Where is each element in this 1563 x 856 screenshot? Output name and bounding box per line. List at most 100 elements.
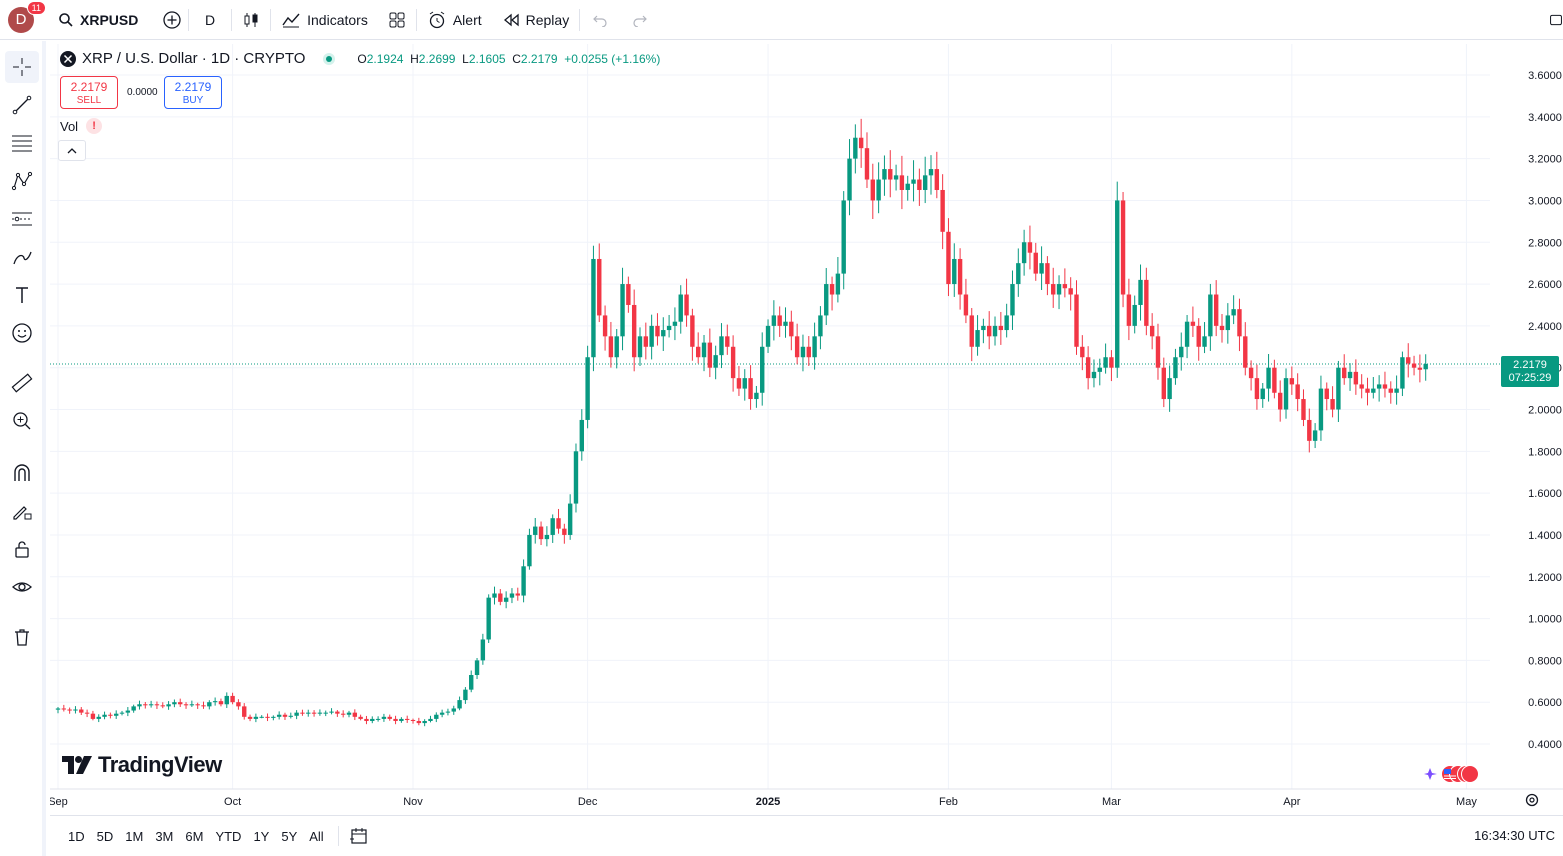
range-5y[interactable]: 5Y [281, 828, 298, 844]
layouts-button[interactable] [378, 0, 416, 40]
candle-body [870, 179, 875, 201]
indicators-button[interactable]: Indicators [271, 0, 378, 40]
candle-body [1109, 357, 1114, 368]
unlock-icon [15, 541, 29, 558]
compare-button[interactable] [156, 0, 188, 40]
candle-body [562, 528, 567, 535]
measure-tool[interactable] [5, 367, 39, 399]
hide-drawings-tool[interactable] [5, 571, 39, 603]
range-6m[interactable]: 6M [185, 828, 204, 844]
date-range-group: 1D 5D 1M 3M 6M YTD 1Y 5Y All [50, 826, 369, 846]
candle-body [1243, 336, 1248, 368]
symbol-search-button[interactable]: XRPUSD [48, 0, 156, 40]
events-flags-icon[interactable] [1424, 764, 1480, 784]
candle-body [358, 716, 363, 719]
candle-body [108, 714, 113, 716]
chart-legend: XRP / U.S. Dollar · 1D · CRYPTO O2.1924 … [60, 50, 660, 67]
candle-body [1295, 384, 1300, 400]
lock-drawings-tool[interactable] [5, 533, 39, 565]
candle-body [137, 704, 142, 707]
price-chart[interactable]: 3.6000 3.4000 3.2000 3.0000 2.8000 2.6000 2.40… [50, 44, 1563, 812]
candle-body [1394, 388, 1399, 393]
tradingview-logo[interactable]: TradingView [62, 752, 222, 778]
time-tick-label: Sep [50, 796, 68, 808]
pattern-icon [11, 171, 33, 191]
warning-icon[interactable]: ! [86, 118, 103, 134]
user-avatar[interactable]: D 11 [8, 0, 46, 33]
remove-drawings-tool[interactable] [5, 621, 39, 653]
candle-body [672, 321, 678, 326]
candle-body [178, 702, 183, 705]
interval-button[interactable]: D [189, 0, 231, 40]
redo-icon [633, 15, 648, 27]
forecast-tool[interactable] [5, 203, 39, 235]
candle-body [1260, 388, 1265, 400]
sell-label: SELL [76, 95, 102, 106]
range-ytd[interactable]: YTD [215, 828, 242, 844]
fib-tool[interactable] [5, 127, 39, 159]
spread-value: 0.0000 [127, 87, 158, 98]
candle-body [899, 175, 905, 190]
candle-body [1347, 371, 1353, 379]
candle-body [1400, 357, 1405, 389]
settings-gear-icon[interactable] [1525, 793, 1539, 807]
candle-body [888, 169, 893, 180]
sell-button[interactable]: 2.2179 SELL [60, 76, 118, 109]
range-all[interactable]: All [309, 828, 324, 844]
logo-text: TradingView [98, 752, 222, 777]
emoji-tool[interactable] [5, 317, 39, 349]
fullscreen-button[interactable] [1549, 0, 1563, 40]
price-axis[interactable]: 3.6000 3.4000 3.2000 3.0000 2.8000 2.6000 2.40… [1528, 70, 1562, 751]
range-1m[interactable]: 1M [125, 828, 144, 844]
replay-button[interactable]: Replay [492, 0, 580, 40]
calendar-range-icon[interactable] [349, 827, 369, 845]
candle-body [1312, 430, 1318, 441]
price-tick-label: 0.4000 [1528, 739, 1562, 751]
candle-body [527, 534, 532, 567]
candle-body [602, 315, 608, 337]
time-axis[interactable]: Sep Oct Nov Dec 2025 Feb Mar Apr May [50, 793, 1539, 809]
candle-body [544, 534, 550, 540]
forecast-icon [12, 212, 32, 226]
collapse-legend-button[interactable] [58, 140, 86, 161]
candle-body [538, 526, 544, 540]
trend-line-tool[interactable] [5, 89, 39, 121]
candle-body [474, 660, 480, 676]
ruler-icon [11, 373, 33, 393]
volume-legend[interactable]: Vol ! [60, 118, 103, 134]
text-tool[interactable] [5, 279, 39, 311]
range-1y[interactable]: 1Y [253, 828, 270, 844]
utc-clock[interactable]: 16:34:30 UTC [1474, 828, 1555, 843]
crosshair-tool[interactable] [5, 51, 39, 83]
candle-body [230, 695, 235, 703]
pattern-tool[interactable] [5, 165, 39, 197]
range-1d[interactable]: 1D [68, 828, 85, 844]
buy-button[interactable]: 2.2179 BUY [164, 76, 222, 109]
candle-body [242, 706, 247, 717]
stay-drawing-tool[interactable] [5, 495, 39, 527]
candle-body [1272, 367, 1277, 393]
redo-button[interactable] [620, 0, 660, 40]
range-3m[interactable]: 3M [155, 828, 174, 844]
candle-body [1231, 309, 1236, 316]
undo-button[interactable] [580, 0, 620, 40]
candle-body [340, 713, 346, 715]
text-icon [16, 287, 28, 303]
brush-tool[interactable] [5, 241, 39, 273]
magnet-tool[interactable] [5, 457, 39, 489]
candle-body [428, 718, 433, 722]
trend-line-icon [12, 95, 32, 115]
alert-button[interactable]: Alert [417, 0, 492, 40]
buy-label: BUY [182, 95, 204, 106]
close-label: C [512, 51, 521, 66]
chart-type-button[interactable] [232, 0, 270, 40]
symbol-title[interactable]: XRP / U.S. Dollar · 1D · CRYPTO [82, 50, 306, 67]
candle-body [835, 273, 841, 295]
zoom-tool[interactable] [5, 405, 39, 437]
candle-body [655, 325, 660, 337]
candle-body [719, 336, 724, 356]
alert-label: Alert [452, 11, 482, 28]
range-5d[interactable]: 5D [96, 828, 114, 844]
candle-body [114, 713, 119, 716]
symbol-label: XRPUSD [80, 11, 139, 28]
